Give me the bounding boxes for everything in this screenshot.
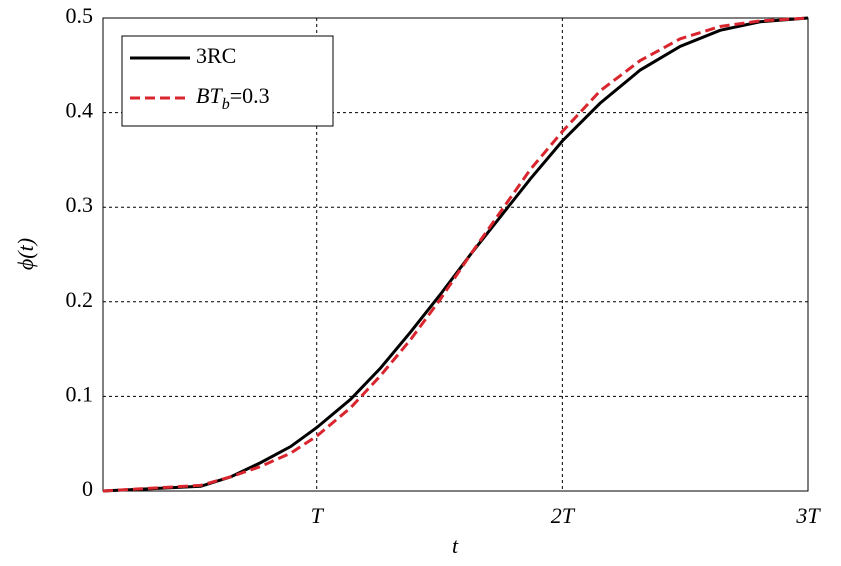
y-tick-label: 0.2 (66, 287, 94, 312)
legend-label: 3RC (196, 43, 236, 68)
plot-frame (102, 17, 809, 492)
x-tick-label: 2T (551, 503, 576, 528)
y-tick-label: 0.4 (66, 98, 94, 123)
x-tick-label: T (311, 503, 325, 528)
x-axis-label: t (452, 533, 459, 558)
y-tick-label: 0.3 (66, 192, 94, 217)
series-line (102, 16, 809, 493)
y-tick-label: 0 (82, 476, 93, 501)
x-tick-label: 3T (795, 503, 821, 528)
legend-label: BTb=0.3 (196, 83, 270, 113)
legend-box (121, 35, 334, 127)
y-axis-label: ϕ(t) (13, 238, 38, 270)
y-tick-label: 0.5 (66, 3, 94, 28)
y-tick-label: 0.1 (66, 381, 94, 406)
